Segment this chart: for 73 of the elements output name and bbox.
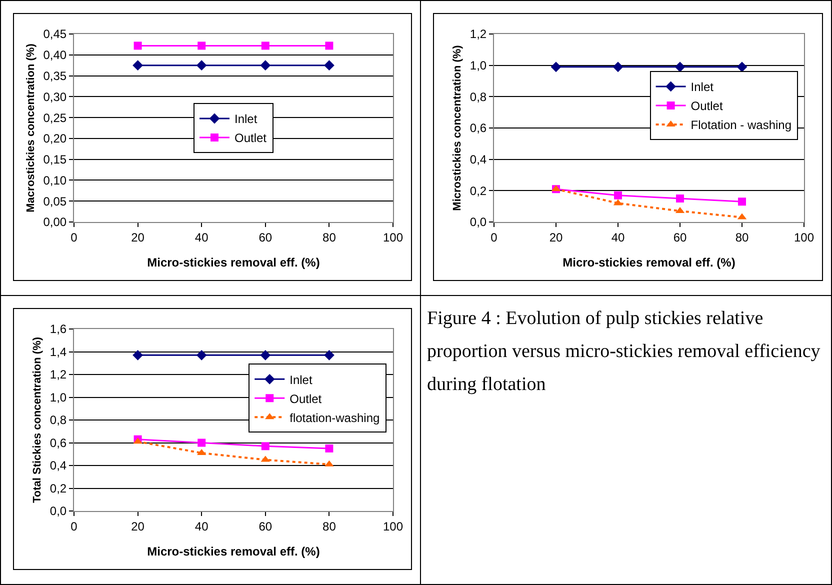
y-tick-label: 0,8	[470, 90, 487, 104]
point	[196, 350, 207, 360]
legend-label: Inlet	[690, 80, 714, 94]
y-tick-label: 0,2	[50, 481, 67, 496]
y-tick-label: 0,6	[470, 121, 487, 136]
y-tick-label: 0,30	[43, 90, 67, 104]
y-axis-title: Microstickies concentration (%)	[452, 44, 464, 211]
legend-label: Outlet	[690, 99, 724, 114]
x-axis-title: Micro-stickies removal eff. (%)	[562, 255, 736, 270]
x-tick-label: 40	[194, 230, 209, 244]
y-tick-label: 0,35	[43, 68, 67, 83]
y-tick-label: 0,6	[50, 436, 67, 450]
point	[614, 191, 622, 200]
x-tick-label: 40	[611, 230, 625, 244]
legend-label: Outlet	[290, 392, 322, 406]
y-tick-label: 1,2	[50, 368, 67, 382]
x-tick-label: 60	[258, 519, 272, 534]
x-tick-label: 40	[194, 519, 209, 534]
point	[738, 198, 746, 206]
y-axis-title: Macrostickies concentration (%)	[24, 43, 37, 212]
caption: Figure 4 : Evolution of pulp stickies relative proportion versus micro-stickies removal efficiency during flotation	[427, 307, 822, 397]
x-tick-label: 0	[490, 230, 498, 244]
y-tick-label: 0,20	[43, 132, 67, 146]
x-tick-label: 0	[70, 230, 78, 244]
y-axis-title: Total Stickies concentration (%)	[32, 336, 44, 504]
legend-label: flotation-washing	[290, 410, 380, 425]
y-tick-label: 1,6	[50, 322, 67, 336]
y-tick-label: 0,10	[43, 173, 67, 188]
y-tick-label: 0,15	[43, 152, 67, 167]
point	[550, 62, 562, 72]
x-tick-label: 100	[382, 230, 404, 244]
point	[676, 194, 684, 202]
point	[132, 350, 143, 360]
point	[261, 442, 270, 450]
x-tick-label: 20	[131, 519, 145, 534]
point	[612, 62, 624, 72]
y-tick-label: 1,2	[470, 27, 487, 42]
x-tick-label: 20	[549, 230, 563, 244]
y-tick-label: 0,8	[50, 413, 67, 428]
x-tick-label: 100	[382, 519, 404, 534]
point	[260, 350, 271, 360]
point	[325, 444, 334, 452]
y-tick-label: 0,40	[43, 48, 67, 62]
point	[324, 350, 334, 360]
y-tick-label: 1,0	[50, 390, 67, 404]
x-tick-label: 60	[258, 230, 272, 244]
legend-label: Inlet	[234, 112, 258, 126]
x-tick-label: 80	[322, 519, 336, 534]
y-tick-label: 1,0	[470, 58, 487, 73]
x-axis-title: Micro-stickies removal eff. (%)	[147, 255, 320, 270]
x-tick-label: 0	[70, 519, 78, 534]
y-tick-label: 0,25	[43, 110, 67, 125]
legend-label: Inlet	[290, 372, 313, 387]
x-tick-label: 80	[322, 230, 336, 244]
y-tick-label: 0,45	[43, 27, 67, 42]
y-tick-label: 0,4	[470, 152, 487, 167]
point	[198, 438, 206, 447]
legend-label: Flotation - washing	[690, 118, 792, 132]
point	[674, 62, 686, 72]
y-tick-label: 0,2	[470, 184, 487, 198]
legend-label: Outlet	[234, 131, 268, 146]
x-tick-label: 20	[131, 230, 145, 244]
y-tick-label: 0,0	[470, 215, 487, 230]
x-tick-label: 60	[673, 230, 687, 244]
x-tick-label: 80	[735, 230, 749, 244]
y-tick-label: 0,00	[43, 215, 67, 230]
point	[736, 62, 748, 72]
y-tick-label: 0,0	[50, 504, 67, 518]
y-tick-label: 1,4	[50, 344, 67, 359]
x-axis-title: Micro-stickies removal eff. (%)	[147, 544, 320, 558]
y-tick-label: 0,4	[50, 458, 67, 473]
x-tick-label: 100	[794, 230, 814, 244]
y-tick-label: 0,05	[43, 194, 67, 208]
